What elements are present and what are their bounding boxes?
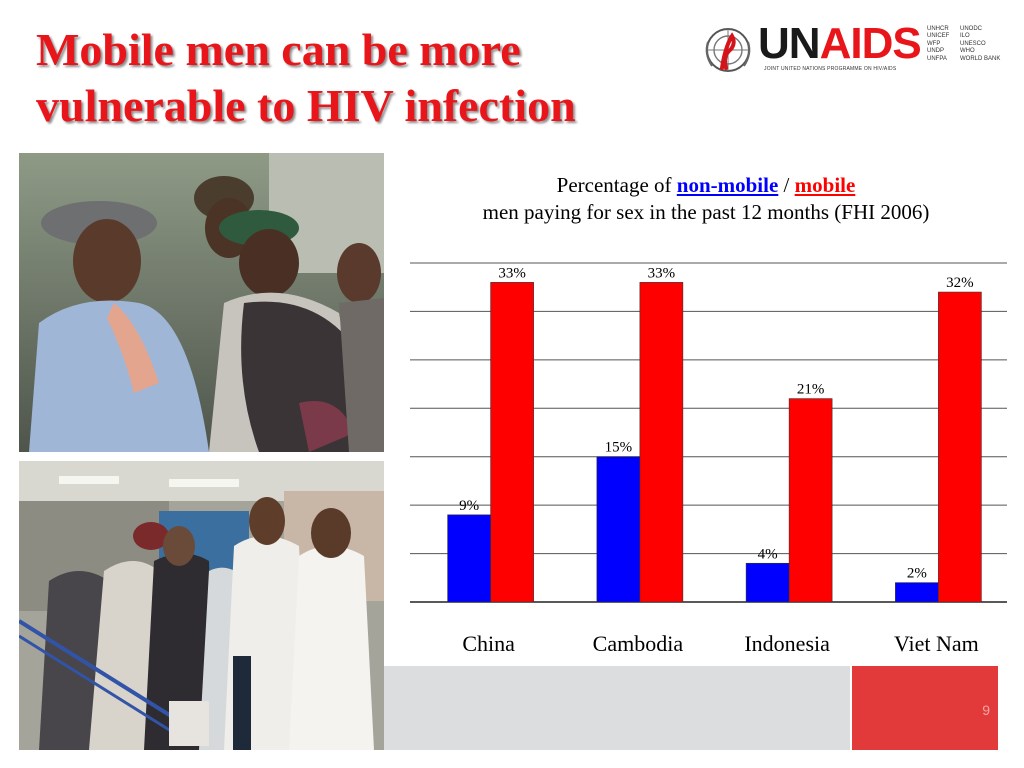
logo-cosponsors-col2: UNODC ILO UNESCO WHO WORLD BANK xyxy=(960,26,1000,63)
photo-men-queue xyxy=(19,461,384,750)
chart-caption: Percentage of non-mobile / mobile men pa… xyxy=(404,172,1008,226)
caption-prefix: Percentage of xyxy=(556,173,672,197)
x-tick-label: Viet Nam xyxy=(894,631,979,656)
data-label: 4% xyxy=(758,546,778,562)
data-label: 9% xyxy=(459,498,479,514)
logo-word-aids: AIDS xyxy=(819,19,922,68)
chart-caption-line-2: men paying for sex in the past 12 months… xyxy=(482,200,930,224)
footer-accent xyxy=(852,666,998,750)
data-label: 32% xyxy=(946,275,974,291)
cosponsor: UNFPA xyxy=(927,55,947,62)
bar-mobile xyxy=(639,282,684,603)
chart-caption-line-1: Percentage of non-mobile / mobile xyxy=(404,172,1008,199)
bar-non-mobile xyxy=(447,514,491,603)
cosponsor: WHO xyxy=(960,48,975,55)
logo-word-un: UN xyxy=(758,19,821,68)
x-tick-label: Indonesia xyxy=(744,631,830,656)
x-tick-label: China xyxy=(462,631,515,656)
cosponsor: UNDP xyxy=(927,48,945,55)
logo-tagline: JOINT UNITED NATIONS PROGRAMME ON HIV/AI… xyxy=(764,66,897,72)
data-label: 2% xyxy=(907,566,927,582)
slide-title-line-2: vulnerable to HIV infection xyxy=(36,80,576,131)
unaids-logo: UNAIDS JOINT UNITED NATIONS PROGRAMME ON… xyxy=(702,20,1018,78)
bar-non-mobile xyxy=(596,456,641,603)
caption-separator: / xyxy=(783,173,790,197)
logo-wordmark: UNAIDS xyxy=(758,19,922,68)
bar-mobile xyxy=(490,282,534,603)
slide-title: Mobile men can be more vulnerable to HIV… xyxy=(36,22,676,134)
cosponsor: UNODC xyxy=(960,26,982,32)
cosponsor: WORLD BANK xyxy=(960,55,1001,62)
un-emblem-icon xyxy=(705,28,751,72)
data-label: 33% xyxy=(648,265,676,281)
slide-title-line-1: Mobile men can be more xyxy=(36,24,521,75)
cosponsor: UNHCR xyxy=(927,26,949,32)
bar-non-mobile xyxy=(895,582,939,603)
logo-cosponsors-col1: UNHCR UNICEF WFP UNDP UNFPA xyxy=(927,26,949,63)
legend-mobile-link[interactable]: mobile xyxy=(794,173,856,197)
data-label: 21% xyxy=(797,382,825,398)
data-label: 15% xyxy=(605,440,633,456)
footer-band xyxy=(384,666,850,750)
cosponsor: UNICEF xyxy=(927,33,950,40)
bar-mobile xyxy=(938,291,982,603)
bar-mobile xyxy=(788,398,833,603)
data-label: 33% xyxy=(498,265,526,281)
x-tick-label: Cambodia xyxy=(593,631,684,656)
cosponsor: WFP xyxy=(927,40,941,47)
cosponsor: ILO xyxy=(960,33,970,40)
cosponsor: UNESCO xyxy=(960,40,986,47)
photo-mobile-workers-crowd xyxy=(19,153,384,452)
bar-non-mobile xyxy=(745,562,790,603)
page-number: 9 xyxy=(982,702,990,718)
legend-nonmobile-link[interactable]: non-mobile xyxy=(676,173,779,197)
